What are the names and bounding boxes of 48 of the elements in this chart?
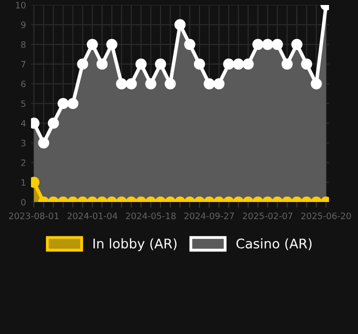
y-tick-label: 6 [21, 80, 26, 88]
point [310, 78, 322, 90]
point [282, 58, 293, 70]
point [106, 38, 118, 50]
point [291, 38, 302, 50]
point [272, 38, 283, 50]
point [252, 38, 264, 50]
point [223, 58, 234, 70]
y-tick-label: 9 [21, 22, 26, 28]
y-tick-label: 4 [21, 120, 26, 127]
y-tick-label: 10 [16, 2, 26, 8]
x-tick-label: 2024-01-04 [68, 212, 118, 220]
point [58, 98, 69, 110]
y-tick-label: 3 [21, 140, 26, 146]
point [77, 58, 88, 70]
x-tick-label: 2023-08-01 [9, 212, 59, 220]
point [135, 58, 147, 70]
legend-label: In lobby (AR) [94, 238, 177, 252]
legend-label: Casino (AR) [236, 238, 312, 250]
x-tick-label: 2024-05-18 [126, 212, 176, 220]
point [204, 78, 215, 90]
point [301, 58, 312, 70]
point [232, 58, 244, 70]
y-tick-label: 7 [21, 61, 26, 68]
point [48, 118, 59, 129]
point [126, 78, 137, 90]
y-tick-label: 0 [21, 198, 26, 206]
point [154, 58, 166, 70]
point [242, 58, 254, 70]
x-tick-label: 2024-09-27 [184, 212, 234, 220]
point [116, 78, 128, 90]
x-tick-label: 2025-06-20 [301, 212, 351, 220]
point [262, 38, 274, 50]
point [174, 19, 186, 30]
point [213, 78, 225, 90]
point [164, 78, 176, 90]
y-tick-label: 2 [21, 159, 26, 166]
point [194, 58, 206, 70]
x-tick-label: 2025-02-07 [242, 212, 292, 220]
point [86, 38, 98, 50]
point [145, 78, 156, 90]
y-tick-label: 1 [22, 179, 26, 186]
y-tick-label: 8 [21, 41, 26, 48]
point [38, 137, 50, 148]
point [184, 38, 196, 50]
point [67, 98, 78, 110]
y-tick-label: 5 [21, 100, 26, 107]
point [96, 58, 108, 70]
